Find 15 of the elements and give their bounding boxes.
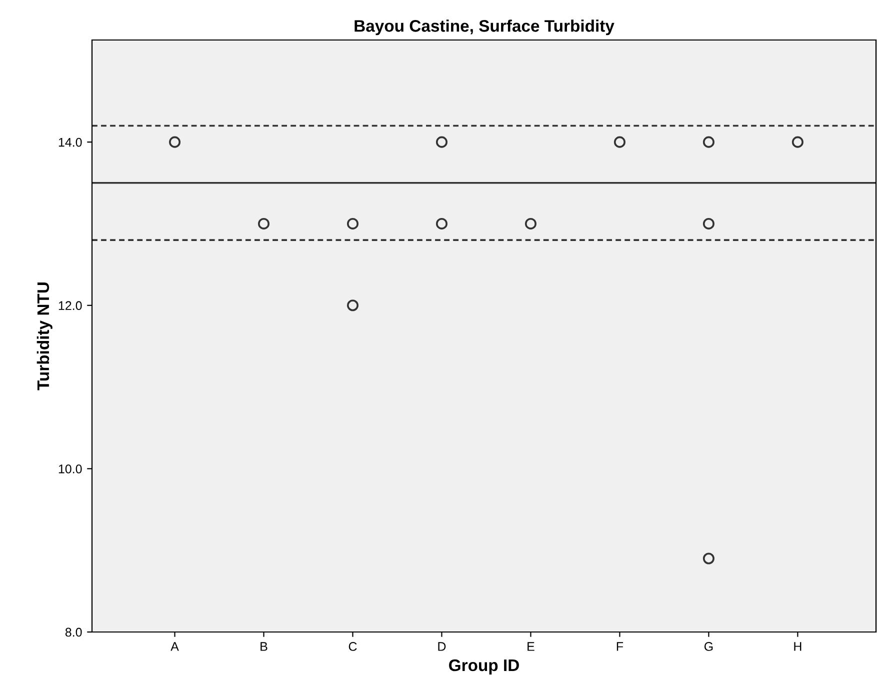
x-tick-label: A bbox=[170, 642, 179, 651]
x-tick-label: G bbox=[704, 642, 713, 651]
x-tick-label: H bbox=[794, 642, 802, 651]
y-tick-label: 12.0 bbox=[58, 301, 82, 310]
y-axis-title: Turbidity NTU bbox=[36, 282, 52, 390]
y-tick-label: 10.0 bbox=[58, 464, 82, 474]
x-tick-label: F bbox=[616, 642, 624, 651]
y-tick-label: 8.0 bbox=[65, 628, 82, 637]
x-axis-title: Group ID bbox=[449, 659, 519, 674]
y-tick-label: 14.0 bbox=[58, 138, 82, 147]
x-tick-label: D bbox=[438, 642, 446, 651]
chart-title: Bayou Castine, Surface Turbidity bbox=[354, 20, 614, 36]
x-tick-label: B bbox=[260, 642, 268, 651]
x-tick-label: C bbox=[348, 642, 357, 651]
x-tick-label: E bbox=[528, 642, 534, 651]
